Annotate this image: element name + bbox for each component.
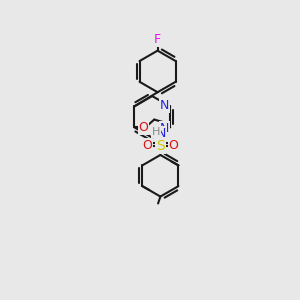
Text: H: H xyxy=(152,127,160,137)
Text: O: O xyxy=(169,139,178,152)
Text: O: O xyxy=(139,121,148,134)
Text: N: N xyxy=(160,99,170,112)
Text: N: N xyxy=(160,122,170,134)
Text: N: N xyxy=(157,127,167,140)
Text: S: S xyxy=(156,139,165,153)
Text: F: F xyxy=(154,33,161,46)
Text: O: O xyxy=(142,139,152,152)
